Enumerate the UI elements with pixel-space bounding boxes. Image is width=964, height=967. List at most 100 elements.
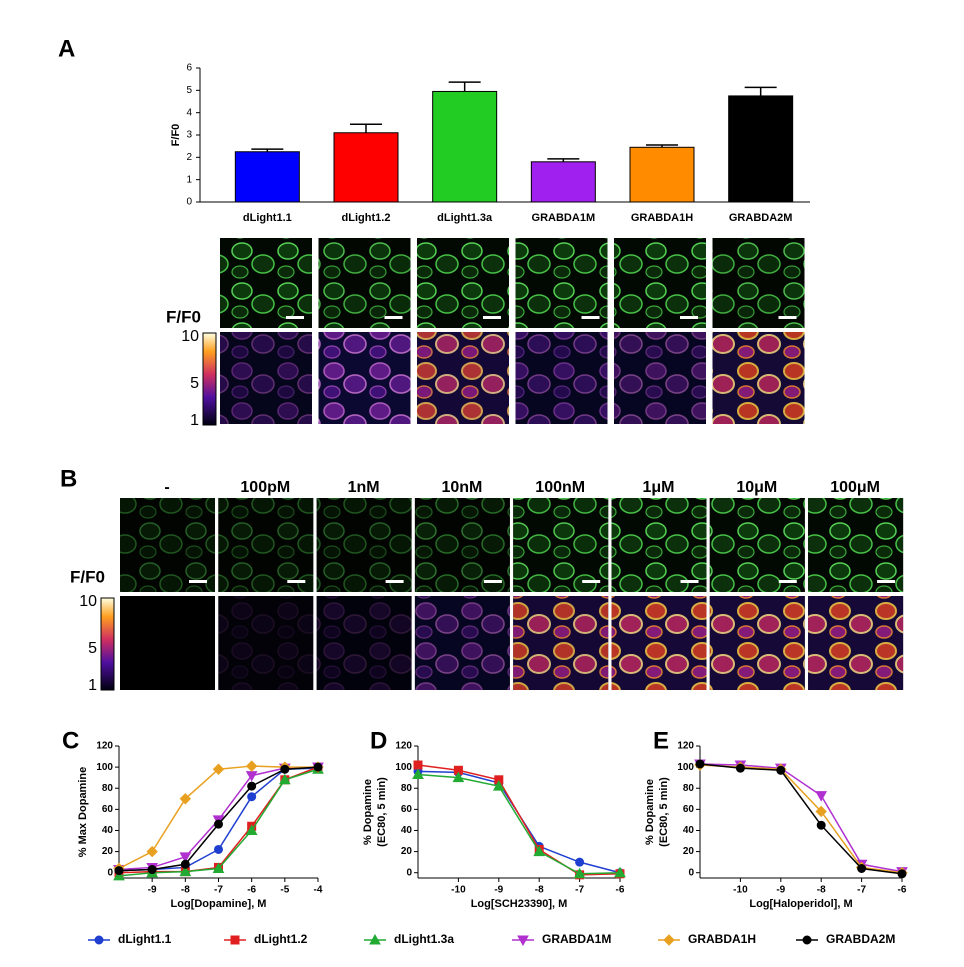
legend-label: GRABDA1M xyxy=(542,932,611,946)
scale-bar xyxy=(287,580,306,583)
marker xyxy=(413,760,423,770)
x-tick-label: -9 xyxy=(148,885,157,896)
condition-label: - xyxy=(164,479,169,496)
marker xyxy=(815,805,827,818)
y-tick-label: 0 xyxy=(688,867,694,878)
y-tick-label: 3 xyxy=(186,130,192,141)
condition-label: 100μM xyxy=(830,479,880,496)
marker xyxy=(857,863,867,873)
y-tick-label: 120 xyxy=(96,741,113,752)
x-tick-label: GRABDA2M xyxy=(729,212,793,224)
colorbar-tick-label: 1 xyxy=(190,412,199,429)
y-tick-label: 5 xyxy=(186,85,192,96)
marker xyxy=(776,765,786,775)
heatmap-image xyxy=(515,332,608,424)
bar xyxy=(333,132,399,203)
condition-label: 10μM xyxy=(736,479,777,496)
colorbar-title: F/F0 xyxy=(166,307,201,326)
marker xyxy=(897,869,907,879)
fluorescence-image xyxy=(515,238,608,328)
series-line xyxy=(699,763,903,875)
marker xyxy=(214,819,223,829)
marker xyxy=(517,935,529,947)
x-tick-label: -8 xyxy=(817,885,826,896)
series-line xyxy=(417,773,621,875)
marker xyxy=(212,763,225,775)
x-tick-label: -6 xyxy=(898,885,907,896)
bar xyxy=(629,146,695,203)
marker xyxy=(452,771,465,783)
x-axis-label: Log[Haloperidol], M xyxy=(749,898,852,910)
marker xyxy=(802,935,812,945)
y-axis-label: % Dopamine xyxy=(362,779,374,845)
series xyxy=(695,759,907,879)
scale-bar xyxy=(778,580,797,583)
series-line xyxy=(417,770,621,874)
scale-bar xyxy=(385,580,404,583)
scale-bar xyxy=(189,580,207,583)
fluorescence-image xyxy=(513,498,609,592)
colorbar-tick-label: 10 xyxy=(79,593,97,610)
y-axis-label: % Max Dopamine xyxy=(77,767,89,857)
y-tick-label: 120 xyxy=(677,741,694,752)
heatmap-image xyxy=(218,596,314,690)
colorbar-tick-label: 5 xyxy=(190,375,199,392)
series xyxy=(412,768,626,879)
marker xyxy=(815,791,828,802)
colorbar-tick-label: 5 xyxy=(88,640,97,657)
marker xyxy=(735,763,745,773)
marker xyxy=(179,852,192,863)
x-tick-label: -9 xyxy=(494,885,503,896)
y-tick-label: 0 xyxy=(107,867,113,878)
heatmap-image xyxy=(220,332,312,424)
scale-bar xyxy=(680,580,699,583)
marker xyxy=(278,773,291,785)
heatmap-image xyxy=(614,332,706,424)
bar xyxy=(234,151,300,203)
panel-label: E xyxy=(653,727,669,754)
marker xyxy=(573,867,586,879)
y-tick-label: 80 xyxy=(401,783,413,794)
y-tick-label: 40 xyxy=(401,825,413,836)
y-tick-label: 4 xyxy=(186,107,192,118)
panel-label: D xyxy=(370,727,387,754)
condition-label: 100pM xyxy=(240,479,290,496)
y-tick-label: 80 xyxy=(683,783,695,794)
marker xyxy=(214,844,223,854)
heatmap-image xyxy=(318,332,411,424)
legend-label: dLight1.1 xyxy=(118,932,172,946)
x-tick-label: GRABDA1H xyxy=(631,212,693,224)
fluorescence-image xyxy=(218,498,314,592)
marker xyxy=(280,764,290,774)
condition-label: 100nM xyxy=(535,479,585,496)
x-tick-label: -7 xyxy=(214,885,223,896)
fluorescence-image xyxy=(614,238,706,328)
marker xyxy=(663,934,675,946)
marker xyxy=(695,759,705,769)
bar xyxy=(432,90,498,203)
marker xyxy=(94,935,104,945)
y-tick-label: 60 xyxy=(401,804,413,815)
y-tick-label: 40 xyxy=(102,825,114,836)
condition-label: 1μM xyxy=(642,479,674,496)
heatmap-image xyxy=(709,596,805,690)
colorbar-tick-label: 1 xyxy=(88,677,97,694)
condition-label: 10nM xyxy=(441,479,482,496)
fluorescence-image xyxy=(611,498,707,592)
y-tick-label: 0 xyxy=(406,867,412,878)
marker xyxy=(230,935,240,945)
y-tick-label: 1 xyxy=(186,174,192,185)
x-tick-label: dLight1.2 xyxy=(342,212,391,224)
x-tick-label: dLight1.3a xyxy=(437,212,493,224)
condition-label: 1nM xyxy=(348,479,380,496)
bar xyxy=(728,95,794,203)
x-tick-label: -8 xyxy=(181,885,190,896)
fluorescence-image xyxy=(120,498,215,592)
series xyxy=(113,762,324,876)
y-axis-label: (EC80, 5 min) xyxy=(376,777,388,847)
scale-bar xyxy=(483,316,501,319)
x-tick-label: -7 xyxy=(575,885,584,896)
marker xyxy=(245,824,258,835)
x-tick-label: GRABDA1M xyxy=(532,212,596,224)
